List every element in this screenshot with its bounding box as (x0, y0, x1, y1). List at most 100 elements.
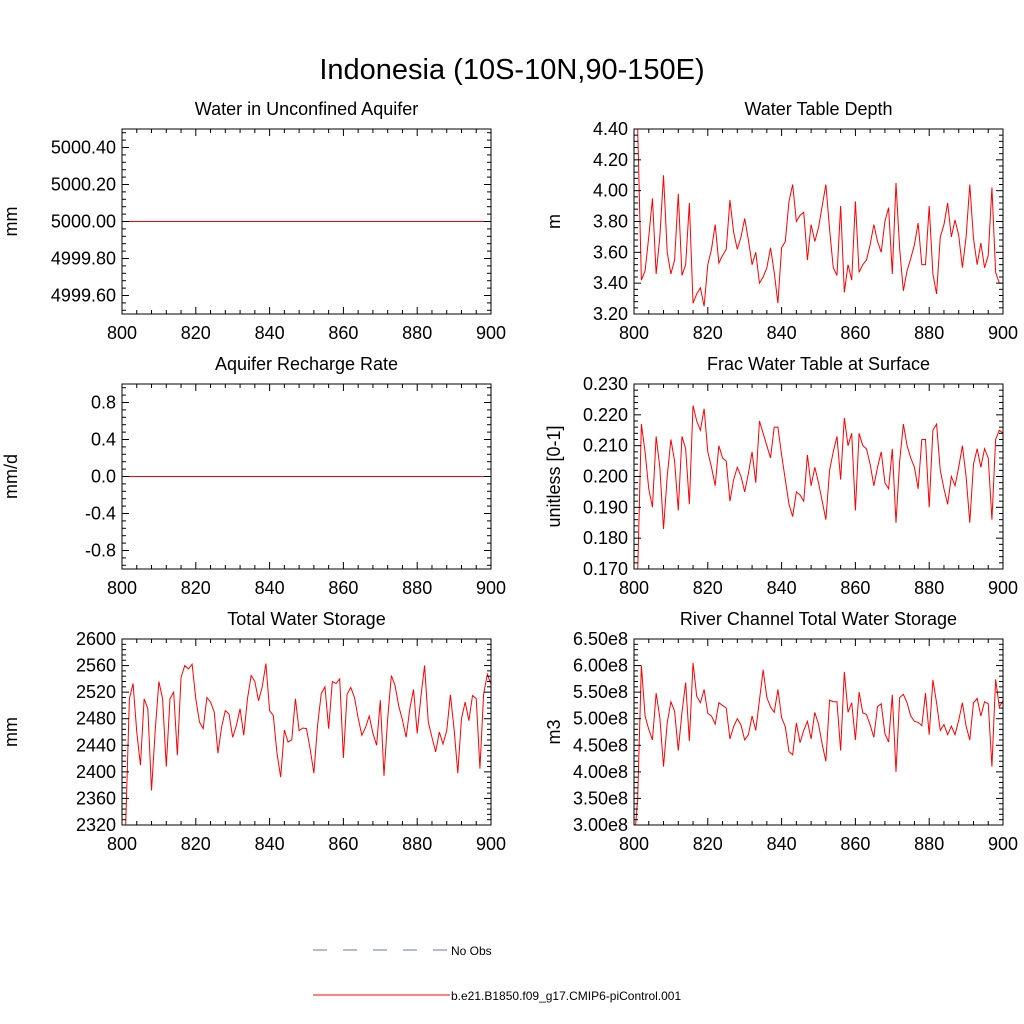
plot-frame (633, 383, 1004, 570)
y-tick-label: 0.190 (583, 497, 628, 517)
y-tick-label: 2480 (76, 709, 116, 729)
x-tick-label: 860 (328, 578, 358, 598)
chart-panel: 800 820 840 860 880 900 3.20 3.40 3.60 3.80 4.00 4.… (544, 99, 1018, 343)
y-axis-label: mm/d (1, 454, 21, 499)
y-tick-label: -0.8 (85, 541, 116, 561)
y-tick-label: 4.40 (593, 119, 628, 139)
chart-panel: 800 820 840 860 880 900 4999.60 4999.80 5000.00 5… (1, 99, 506, 343)
panel-title: Frac Water Table at Surface (707, 354, 930, 374)
y-tick-label: 5000.00 (51, 212, 116, 232)
y-tick-label: 5.50e8 (573, 682, 628, 702)
x-tick-label: 840 (767, 578, 797, 598)
y-tick-label: 0.170 (583, 559, 628, 579)
x-tick-label: 820 (181, 834, 211, 854)
x-tick-label: 900 (476, 834, 506, 854)
y-tick-label: 4999.80 (51, 249, 116, 269)
y-tick-label: 5.00e8 (573, 709, 628, 729)
series-line (637, 405, 1003, 569)
chart-panel: 800 820 840 860 880 900 0.170 0.180 0.190 0.200 0.… (544, 354, 1018, 598)
y-tick-label: 4999.60 (51, 286, 116, 306)
y-tick-label: 4.50e8 (573, 735, 628, 755)
y-axis-label: m (544, 214, 564, 229)
y-tick-label: -0.4 (85, 504, 116, 524)
x-tick-label: 880 (402, 323, 432, 343)
y-tick-label: 4.00 (593, 181, 628, 201)
x-tick-label: 880 (402, 578, 432, 598)
series-line (125, 662, 491, 825)
chart-panel: 800 820 840 860 880 900 -0.8 -0.4 0.0 0.4 0.8 Aquif… (1, 354, 506, 598)
y-tick-label: 0.210 (583, 436, 628, 456)
y-tick-label: 0.230 (583, 374, 628, 394)
y-tick-label: 5000.40 (51, 138, 116, 158)
x-tick-label: 880 (402, 834, 432, 854)
x-tick-label: 860 (840, 578, 870, 598)
y-tick-label: 3.80 (593, 212, 628, 232)
x-tick-label: 840 (767, 323, 797, 343)
y-axis-label: unitless [0-1] (544, 425, 564, 527)
y-tick-label: 4.20 (593, 150, 628, 170)
x-tick-label: 820 (693, 323, 723, 343)
legend: No Obs b.e21.B1850.f09_g17.CMIP6-piContro… (313, 944, 681, 1003)
plot-frame (633, 638, 1004, 826)
y-tick-label: 0.180 (583, 528, 628, 548)
y-tick-label: 0.0 (91, 467, 116, 487)
series-line (637, 129, 1003, 307)
series-line (635, 662, 1003, 825)
x-tick-label: 840 (255, 834, 285, 854)
plot-frame (633, 128, 1004, 315)
y-tick-label: 2440 (76, 735, 116, 755)
y-tick-label: 3.60 (593, 242, 628, 262)
panel-title: River Channel Total Water Storage (680, 609, 957, 629)
chart-panel: 800 820 840 860 880 900 2320 2360 2400 2440 2480 25… (1, 609, 506, 854)
panel-title: Total Water Storage (227, 609, 385, 629)
y-tick-label: 0.4 (91, 430, 116, 450)
x-tick-label: 840 (255, 578, 285, 598)
y-tick-label: 0.8 (91, 393, 116, 413)
y-axis-label: m3 (544, 719, 564, 744)
x-tick-label: 800 (619, 578, 649, 598)
y-axis-label: mm (1, 207, 21, 237)
y-tick-label: 4.00e8 (573, 762, 628, 782)
x-tick-label: 900 (988, 834, 1018, 854)
x-tick-label: 860 (328, 323, 358, 343)
x-tick-label: 800 (107, 578, 137, 598)
y-tick-label: 0.220 (583, 405, 628, 425)
x-tick-label: 880 (914, 578, 944, 598)
y-tick-label: 6.50e8 (573, 629, 628, 649)
x-tick-label: 900 (476, 323, 506, 343)
panel-title: Water in Unconfined Aquifer (195, 99, 418, 119)
legend-label: No Obs (451, 944, 492, 958)
y-tick-label: 3.40 (593, 273, 628, 293)
x-tick-label: 860 (840, 323, 870, 343)
legend-label: b.e21.B1850.f09_g17.CMIP6-piControl.001 (451, 989, 681, 1003)
chart-panel: 800 820 840 860 880 900 3.00e8 3.50e8 4.00e8 4.50… (544, 609, 1018, 854)
panel-title: Aquifer Recharge Rate (215, 354, 398, 374)
x-tick-label: 800 (619, 323, 649, 343)
x-tick-label: 800 (619, 834, 649, 854)
y-tick-label: 2320 (76, 815, 116, 835)
y-tick-label: 5000.20 (51, 175, 116, 195)
y-tick-label: 2600 (76, 629, 116, 649)
y-tick-label: 0.200 (583, 467, 628, 487)
y-tick-label: 6.00e8 (573, 656, 628, 676)
x-tick-label: 820 (693, 578, 723, 598)
x-tick-label: 820 (693, 834, 723, 854)
figure-title: Indonesia (10S-10N,90-150E) (319, 54, 704, 86)
x-tick-label: 880 (914, 834, 944, 854)
panel-title: Water Table Depth (744, 99, 892, 119)
x-tick-label: 900 (988, 323, 1018, 343)
y-tick-label: 2400 (76, 762, 116, 782)
x-tick-label: 800 (107, 323, 137, 343)
y-tick-label: 3.00e8 (573, 815, 628, 835)
x-tick-label: 860 (328, 834, 358, 854)
y-tick-label: 2360 (76, 788, 116, 808)
plot-frame (121, 638, 492, 826)
x-tick-label: 860 (840, 834, 870, 854)
x-tick-label: 840 (767, 834, 797, 854)
x-tick-label: 820 (181, 323, 211, 343)
panels-group: 800 820 840 860 880 900 4999.60 4999.80 5000.00 5… (1, 99, 1018, 854)
x-tick-label: 840 (255, 323, 285, 343)
y-tick-label: 2560 (76, 656, 116, 676)
y-axis-label: mm (1, 717, 21, 747)
x-tick-label: 820 (181, 578, 211, 598)
